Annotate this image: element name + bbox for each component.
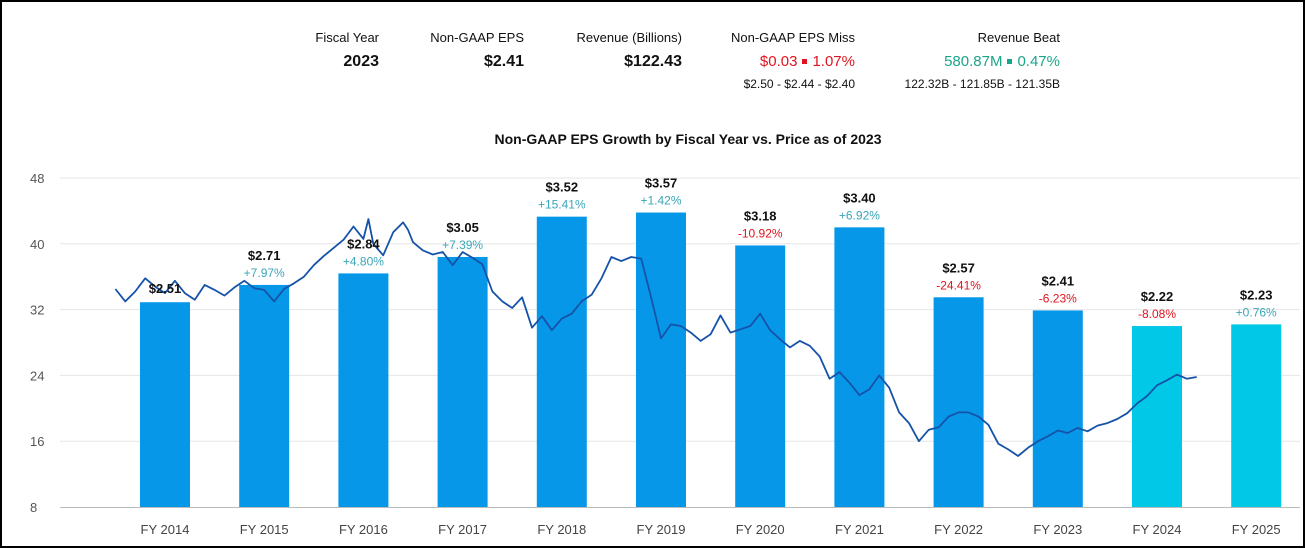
- eps-miss-percent: 1.07%: [812, 53, 855, 70]
- chart-title: Non-GAAP EPS Growth by Fiscal Year vs. P…: [494, 131, 882, 147]
- revenue-stat: Revenue (Billions) $122.43: [560, 30, 683, 73]
- eps-value-label: $3.57: [645, 176, 678, 191]
- y-tick-label: 48: [30, 171, 44, 186]
- x-tick-label: FY 2017: [438, 522, 487, 537]
- y-tick-label: 32: [30, 303, 44, 318]
- x-tick-label: FY 2021: [835, 522, 884, 537]
- eps-bar: [1132, 326, 1182, 507]
- revenue-beat-stat: Revenue Beat 580.87M 0.47% 122.32B - 121.…: [895, 30, 1060, 92]
- y-tick-label: 8: [30, 500, 37, 515]
- x-tick-label: FY 2014: [141, 522, 190, 537]
- price-line: [114, 218, 1197, 457]
- x-tick-label: FY 2022: [934, 522, 983, 537]
- eps-value-label: $2.51: [149, 281, 182, 296]
- eps-miss-amount: $0.03: [759, 53, 798, 70]
- eps-miss-label: Non-GAAP EPS Miss: [730, 30, 855, 45]
- eps-bar: [933, 297, 984, 507]
- eps-bar: [536, 216, 587, 507]
- eps-bar: [834, 227, 885, 507]
- eps-value-label: $3.40: [843, 190, 876, 205]
- growth-label: +6.92%: [839, 208, 880, 222]
- fiscal-year-label: Fiscal Year: [315, 30, 379, 45]
- eps-bars: [140, 212, 1282, 508]
- revenue-value: $122.43: [624, 53, 682, 70]
- eps-value-label: $2.84: [347, 236, 380, 251]
- growth-label: +4.80%: [343, 254, 384, 268]
- eps-miss-stat: Non-GAAP EPS Miss $0.03 1.07% $2.50 - $2.…: [715, 30, 855, 92]
- y-tick-label: 16: [30, 434, 44, 449]
- axes: 8 16 24 32 40 48 FY 2014 FY 2015 FY 2016 FY 2017 F…: [30, 171, 1300, 537]
- eps-value-label: $2.22: [1141, 289, 1174, 304]
- growth-label: -8.08%: [1138, 307, 1176, 321]
- eps-value-label: $2.71: [248, 248, 281, 263]
- eps-bar: [636, 212, 686, 508]
- x-tick-label: FY 2023: [1033, 522, 1082, 537]
- eps-stat: Non-GAAP EPS $2.41: [414, 30, 524, 73]
- revenue-beat-range: 122.32B - 121.85B - 121.35B: [904, 77, 1060, 91]
- separator-dot-icon: [1007, 58, 1013, 64]
- x-tick-label: FY 2018: [537, 522, 586, 537]
- fiscal-year-value: 2023: [343, 53, 379, 70]
- growth-label: +7.39%: [442, 238, 483, 252]
- x-tick-label: FY 2016: [339, 522, 388, 537]
- x-tick-label: FY 2020: [736, 522, 785, 537]
- y-tick-label: 24: [30, 368, 44, 383]
- eps-value-label: $3.52: [546, 180, 579, 195]
- revenue-beat-amount: 580.87M: [944, 53, 1003, 70]
- eps-bar: [1032, 310, 1083, 507]
- eps-bar: [1231, 324, 1282, 507]
- eps-value-label: $3.18: [744, 208, 777, 223]
- bar-labels: $2.51 $2.71 +7.97% $2.84 +4.80% $3.05 +7.39% $3…: [149, 176, 1277, 322]
- revenue-beat-label: Revenue Beat: [977, 30, 1060, 45]
- eps-value-label: $2.41: [1042, 273, 1075, 288]
- eps-bar: [437, 256, 488, 507]
- x-tick-label: FY 2025: [1232, 522, 1281, 537]
- x-tick-label: FY 2024: [1133, 522, 1182, 537]
- eps-label: Non-GAAP EPS: [430, 30, 524, 45]
- separator-dot-icon: [802, 58, 808, 64]
- eps-value-label: $2.57: [942, 260, 975, 275]
- eps-miss-value: $0.03 1.07%: [715, 51, 855, 73]
- revenue-label: Revenue (Billions): [576, 30, 683, 45]
- revenue-beat-percent: 0.47%: [1017, 53, 1060, 70]
- eps-value-label: $3.05: [446, 220, 479, 235]
- growth-label: +1.42%: [640, 194, 681, 208]
- x-tick-label: FY 2015: [240, 522, 289, 537]
- growth-label: -24.41%: [936, 278, 981, 292]
- fiscal-year-stat: Fiscal Year 2023: [300, 30, 379, 73]
- eps-bar: [338, 273, 389, 507]
- growth-label: -6.23%: [1039, 291, 1077, 305]
- eps-bar: [239, 284, 290, 507]
- growth-label: +15.41%: [538, 198, 586, 212]
- y-tick-label: 40: [30, 237, 44, 252]
- price-line-layer: [114, 218, 1197, 457]
- growth-label: +0.76%: [1236, 305, 1277, 319]
- growth-label: +7.97%: [244, 266, 285, 280]
- x-tick-label: FY 2019: [637, 522, 686, 537]
- growth-label: -10.92%: [738, 226, 783, 240]
- revenue-beat-value: 580.87M 0.47%: [895, 51, 1060, 73]
- eps-bar: [735, 245, 786, 507]
- eps-value: $2.41: [483, 53, 524, 70]
- eps-miss-range: $2.50 - $2.44 - $2.40: [743, 77, 855, 91]
- eps-bar: [140, 302, 190, 507]
- eps-value-label: $2.23: [1240, 287, 1273, 302]
